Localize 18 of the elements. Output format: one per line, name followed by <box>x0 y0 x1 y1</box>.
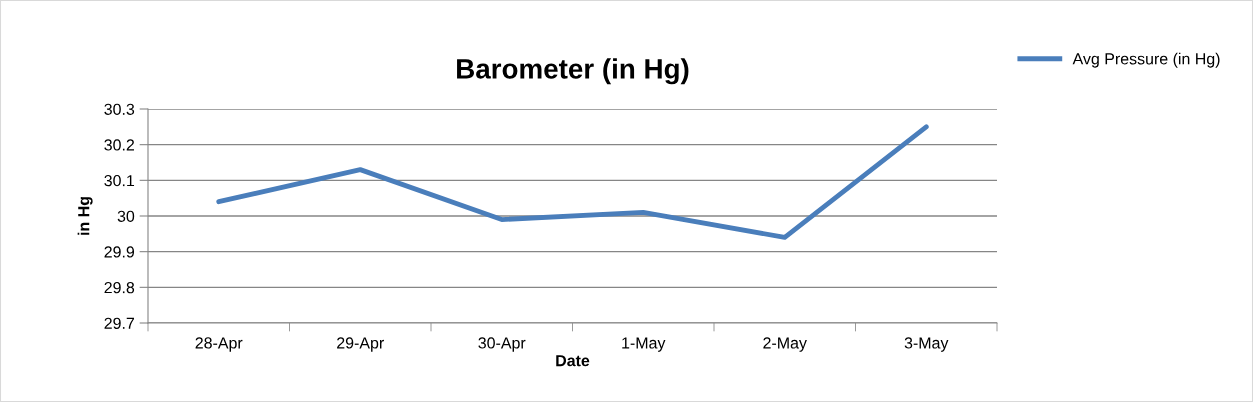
y-tick-label: 29.8 <box>104 281 135 294</box>
y-tick-label: 30.1 <box>104 174 135 187</box>
x-tick-label: 30-Apr <box>478 337 526 352</box>
x-tick-label: 3-May <box>904 337 949 352</box>
x-axis-title: Date <box>556 355 590 367</box>
chart-title: Barometer (in Hg) <box>457 58 689 85</box>
y-tick-label: 29.9 <box>104 246 135 258</box>
x-tick-label: 2-May <box>763 337 807 352</box>
y-tick-label: 30 <box>117 210 135 222</box>
y-tick-label: 30.2 <box>104 139 135 151</box>
y-tick-label: 30.3 <box>104 103 135 115</box>
x-tick-label: 29-Apr <box>337 337 384 352</box>
line-series <box>216 124 929 240</box>
legend-label: Avg Pressure (in Hg) <box>1072 52 1220 68</box>
x-tick-label: 28-Apr <box>195 337 243 352</box>
y-axis-title: in Hg <box>77 197 93 235</box>
y-tick-label: 29.7 <box>104 317 135 329</box>
x-tick-label: 1-May <box>622 337 666 352</box>
